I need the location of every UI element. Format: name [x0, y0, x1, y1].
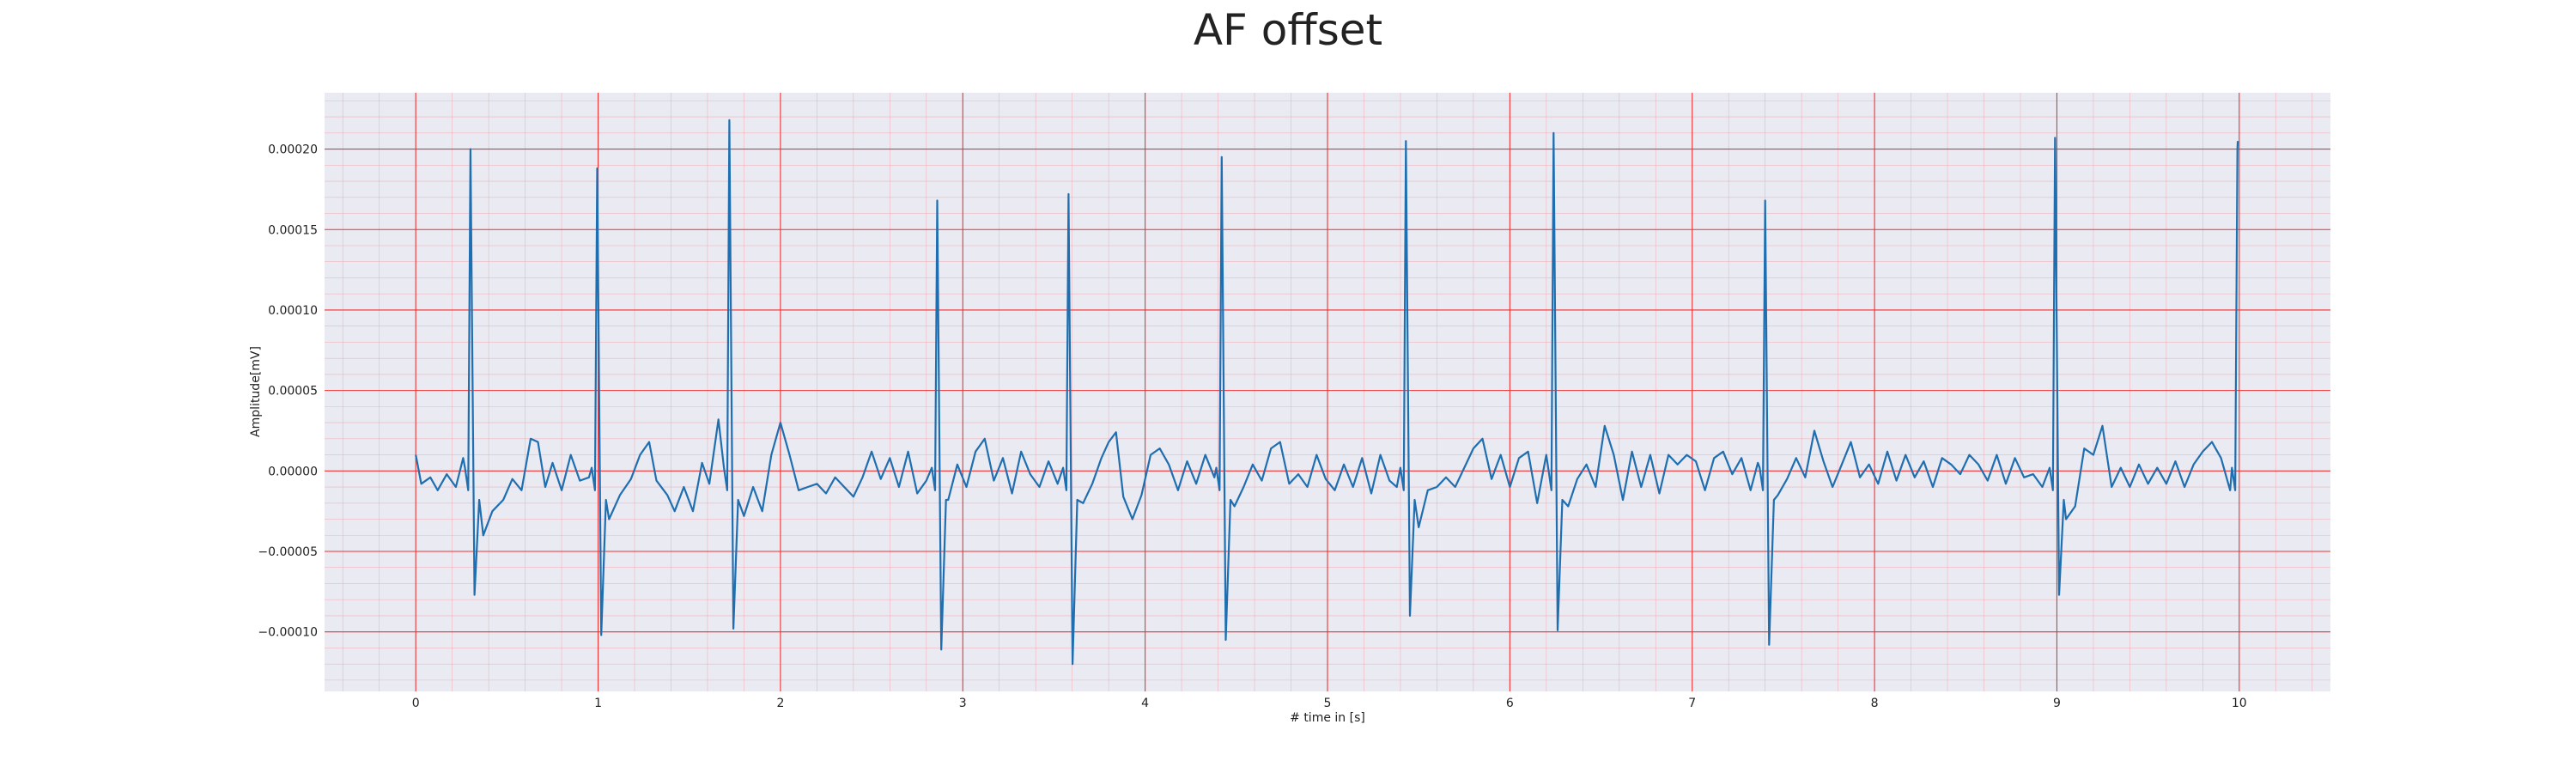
- y-tick-label: 0.00005: [268, 385, 318, 399]
- x-tick-label: 3: [959, 697, 967, 710]
- ecg-signal-line: [415, 119, 2239, 666]
- y-tick-labels: −0.00010 −0.00005 0.00000 0.00005 0.00010 0.0…: [258, 143, 318, 640]
- x-axis-label: # time in [s]: [1290, 711, 1365, 725]
- x-tick-label: 0: [412, 697, 420, 710]
- x-tick-label: 4: [1141, 697, 1149, 710]
- x-tick-label: 10: [2232, 697, 2247, 710]
- x-tick-label: 1: [594, 697, 602, 710]
- x-tick-labels: 0 1 2 3 4 5 6 7 8 9 10: [412, 697, 2247, 710]
- y-tick-label: 0.00015: [268, 223, 318, 237]
- major-grid: [325, 93, 2330, 691]
- x-tick-label: 2: [776, 697, 784, 710]
- x-tick-label: 7: [1688, 697, 1696, 710]
- y-tick-label: 0.00000: [268, 465, 318, 478]
- y-tick-label: −0.00005: [258, 545, 318, 559]
- x-tick-label: 5: [1324, 697, 1332, 710]
- y-tick-label: −0.00010: [258, 626, 318, 640]
- y-axis-label: Amplitude[mV]: [249, 346, 263, 437]
- x-tick-label: 8: [1871, 697, 1879, 710]
- x-tick-label: 9: [2053, 697, 2061, 710]
- y-tick-label: 0.00010: [268, 304, 318, 318]
- x-tick-label: 6: [1506, 697, 1514, 710]
- chart-title: AF offset: [1193, 5, 1383, 55]
- y-tick-label: 0.00020: [268, 143, 318, 157]
